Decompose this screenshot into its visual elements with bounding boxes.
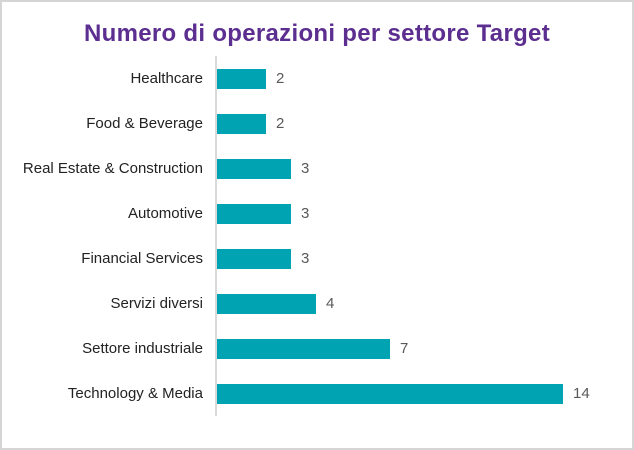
chart-row: Healthcare 2 [2, 56, 632, 101]
plot-area: 2 [215, 101, 632, 146]
bar [217, 383, 563, 404]
chart-row: Servizi diversi 4 [2, 281, 632, 326]
category-label: Healthcare [130, 70, 203, 87]
value-label: 7 [400, 340, 409, 357]
bar [217, 248, 291, 269]
category-label: Settore industriale [82, 340, 203, 357]
plot-area: 3 [215, 191, 632, 236]
category-label: Food & Beverage [86, 115, 203, 132]
category-label: Servizi diversi [110, 295, 203, 312]
value-label: 2 [276, 70, 285, 87]
plot-area: 4 [215, 281, 632, 326]
chart-row: Settore industriale 7 [2, 326, 632, 371]
bar [217, 338, 390, 359]
chart-row: Food & Beverage 2 [2, 101, 632, 146]
category-label: Technology & Media [67, 385, 203, 402]
chart-row: Financial Services 3 [2, 236, 632, 281]
value-label: 3 [301, 205, 310, 222]
plot-area: 3 [215, 236, 632, 281]
bar [217, 293, 316, 314]
bar [217, 158, 291, 179]
category-label: Automotive [127, 205, 203, 222]
value-label: 3 [301, 250, 310, 267]
value-label: 2 [276, 115, 285, 132]
plot-area: 3 [215, 146, 632, 191]
plot-area: 14 [215, 371, 632, 416]
category-label: Financial Services [81, 250, 203, 267]
category-label: Real Estate & Construction [22, 160, 203, 177]
bar-chart: Healthcare 2 Food & Beverage 2 Real Estate &… [2, 56, 632, 416]
value-label: 4 [326, 295, 335, 312]
chart-row: Real Estate & Construction 3 [2, 146, 632, 191]
chart-row: Technology & Media 14 [2, 371, 632, 416]
bar [217, 113, 266, 134]
value-label: 3 [301, 160, 310, 177]
plot-area: 7 [215, 326, 632, 371]
chart-row: Automotive 3 [2, 191, 632, 236]
bar [217, 203, 291, 224]
plot-area: 2 [215, 56, 632, 101]
value-label: 14 [573, 385, 590, 402]
bar [217, 68, 266, 89]
chart-title: Numero di operazioni per settore Target [83, 20, 550, 47]
